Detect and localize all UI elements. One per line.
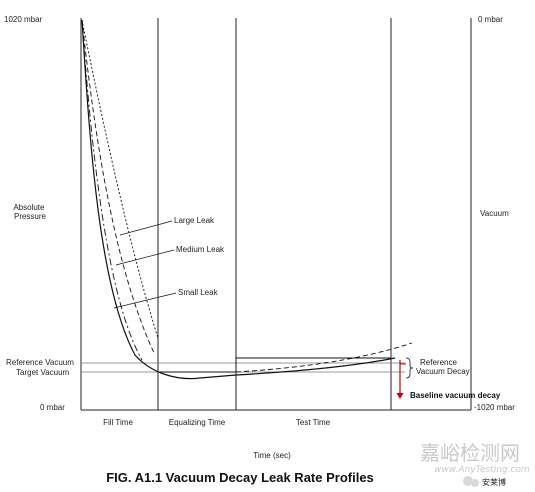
- right-axis-label: Vacuum: [480, 209, 509, 218]
- chart-title: FIG. A1.1 Vacuum Decay Leak Rate Profile…: [106, 470, 374, 485]
- large-leak-curve: [81, 19, 159, 339]
- left-axis-label-line: Pressure: [14, 212, 47, 221]
- main-curve: [81, 19, 396, 380]
- watermark-text: 嘉峪检测网: [420, 441, 520, 465]
- decay-label-line: Vacuum Decay: [416, 367, 470, 376]
- right-top-tick: 0 mbar: [478, 15, 503, 24]
- small-leak-label: Small Leak: [178, 288, 219, 297]
- right-bottom-tick: -1020 mbar: [474, 403, 515, 412]
- wechat-badge: 安莱博: [482, 477, 506, 487]
- left-top-tick: 1020 mbar: [4, 15, 43, 24]
- left-axis-label: Absolute Pressure: [13, 203, 46, 221]
- phase-fill-label: Fill Time: [103, 418, 133, 427]
- medium-leak-label: Medium Leak: [176, 245, 225, 254]
- decay-brace: [405, 357, 414, 379]
- wechat-icon: [463, 476, 479, 487]
- watermark-url: www.AnyTesting.com: [434, 465, 530, 475]
- left-bottom-tick: 0 mbar: [40, 403, 65, 412]
- step-curve: [158, 357, 391, 373]
- small-leak-curve: [81, 19, 143, 361]
- medium-leak-leader: [115, 249, 175, 266]
- baseline-arrow-head: [396, 393, 404, 399]
- small-leak-leader: [113, 292, 177, 309]
- baseline-label: Baseline vacuum decay: [410, 391, 501, 400]
- decay-label-line: Reference: [420, 358, 457, 367]
- phase-test-label: Test Time: [296, 418, 331, 427]
- medium-leak-curve: [81, 19, 156, 356]
- target-vacuum-label: Target Vacuum: [16, 368, 70, 377]
- left-axis-label-line: Absolute: [13, 203, 45, 212]
- decay-label: Reference Vacuum Decay: [416, 358, 470, 376]
- x-axis-label: Time (sec): [253, 451, 291, 460]
- reference-vacuum-label: Reference Vacuum: [6, 358, 74, 367]
- phase-equalize-label: Equalizing Time: [169, 418, 226, 427]
- large-leak-label: Large Leak: [174, 216, 215, 225]
- large-leak-leader: [119, 220, 173, 236]
